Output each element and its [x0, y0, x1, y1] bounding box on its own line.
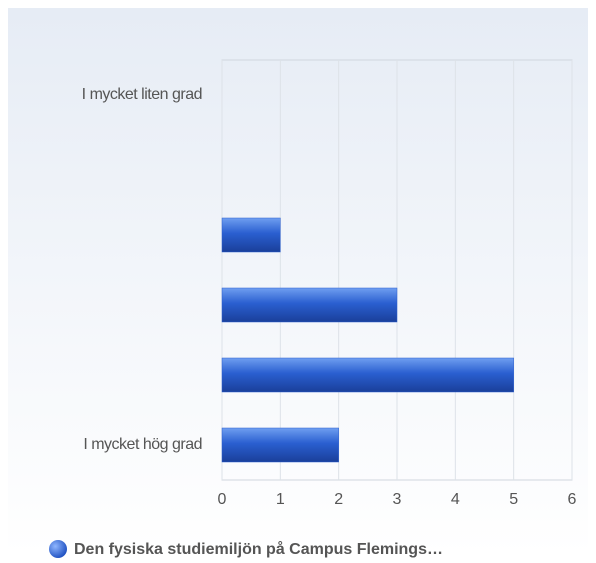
x-tick-label: 5 [509, 491, 518, 508]
x-tick-label: 4 [451, 491, 460, 508]
x-tick-label: 3 [393, 491, 402, 508]
x-tick-label: 1 [276, 491, 285, 508]
x-tick-label: 2 [334, 491, 343, 508]
bar [221, 357, 514, 393]
bar [221, 287, 398, 323]
legend-marker [49, 540, 67, 558]
background [8, 8, 588, 555]
bar [221, 427, 339, 463]
y-tick-label: I mycket liten grad [82, 86, 202, 103]
x-tick-label: 0 [218, 491, 227, 508]
y-tick-label: I mycket hög grad [83, 436, 202, 453]
x-tick-label: 6 [568, 491, 577, 508]
bar [221, 217, 281, 253]
legend-label: Den fysiska studiemiljön på Campus Flemi… [74, 540, 443, 558]
